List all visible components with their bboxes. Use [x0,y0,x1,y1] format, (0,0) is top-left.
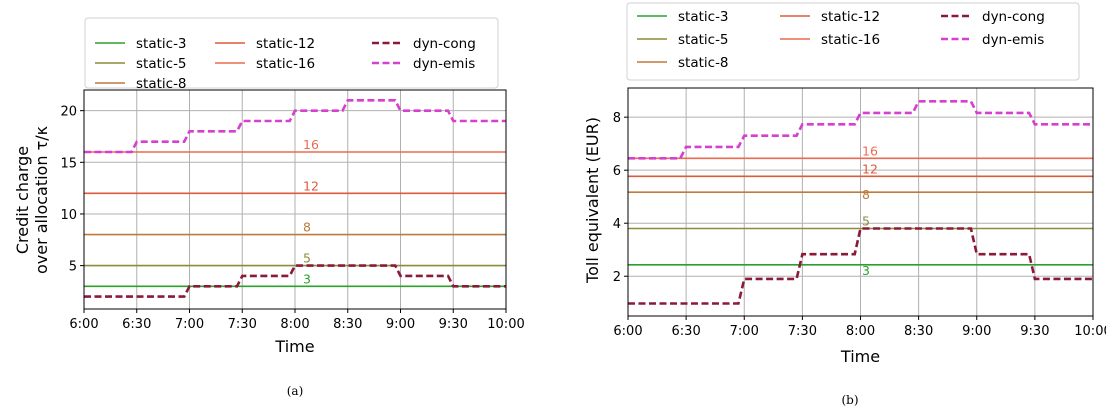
legend-item-static-8: static-8 [637,55,729,71]
annotation-16: 16 [862,143,878,158]
x-tick-label: 9:30 [1020,324,1049,339]
x-tick-label: 6:30 [122,317,151,332]
x-tick-label: 9:30 [439,317,468,332]
y-tick-label: 5 [69,260,77,275]
legend-label: static-8 [136,76,187,92]
x-axis-label: Time [274,337,314,356]
x-tick-label: 9:00 [386,317,415,332]
x-tick-label: 7:30 [788,324,817,339]
legend-label: static-16 [821,32,880,48]
x-tick-label: 6:30 [672,324,701,339]
y-axis-label: over allocation τ/κ [32,125,51,274]
y-tick-label: 10 [60,208,77,223]
panel-caption: (a) [287,384,304,398]
legend-item-dyn-cong: dyn-cong [941,9,1045,25]
legend-box [84,17,499,89]
x-axis: 6:00 6:30 7:00 7:30 8:00 8:30 9:00 9:30 10:00 [613,316,1106,339]
x-tick-label: 8:00 [846,324,875,339]
annotation-16: 16 [303,137,319,152]
y-tick-label: 15 [60,156,77,171]
series-line-dyn-emis [628,100,1093,160]
x-tick-label: 7:30 [228,317,257,332]
y-axis-label: Credit charge [13,146,32,254]
panel-a: 3 5 8 12 16 6:00 6:30 7:00 7:30 8:00 8:30 9:00 9:30 1… [13,17,525,398]
gridlines [627,88,1094,316]
legend-label: dyn-cong [982,9,1045,25]
annotation-5: 5 [862,214,870,229]
legend: static-3 static-5 static-8 static-12 static-… [84,17,499,92]
panel-b: 3 5 8 12 16 6:00 6:30 7:00 7:30 8:00 8:30 9:00 9:30 1… [583,2,1106,407]
series-lines [628,100,1093,305]
legend-label: static-3 [678,9,729,25]
series-lines [84,99,506,298]
legend-item-static-5: static-5 [95,56,187,72]
x-tick-label: 10:00 [1074,324,1106,339]
series-line-dyn-emis [84,99,506,154]
legend-label: static-8 [678,55,729,71]
legend-label: dyn-cong [413,36,476,52]
legend-item-static-3: static-3 [95,36,187,52]
series-line-dyn-cong [628,227,1093,305]
y-axis: 5 10 15 20 [60,105,84,275]
legend-item-static-3: static-3 [637,9,729,25]
legend-item-static-8: static-8 [95,76,187,92]
series-line-dyn-cong [84,264,506,298]
x-tick-label: 6:00 [69,317,98,332]
y-tick-label: 4 [613,217,621,232]
legend-item-dyn-emis: dyn-emis [372,56,475,72]
annotation-12: 12 [303,178,319,193]
annotation-8: 8 [303,220,311,235]
legend-item-static-16: static-16 [780,32,880,48]
legend-label: static-16 [256,56,315,72]
x-tick-label: 8:30 [904,324,933,339]
legend-label: static-12 [821,9,880,25]
legend-box [626,2,1080,81]
legend-label: dyn-emis [982,32,1044,48]
legend-item-static-16: static-16 [215,56,315,72]
y-axis: 2 4 6 8 [613,111,628,285]
legend: static-3 static-5 static-8 static-12 static-… [626,2,1080,81]
x-axis: 6:00 6:30 7:00 7:30 8:00 8:30 9:00 9:30 10:00 [69,309,525,332]
legend-item-static-12: static-12 [215,36,315,52]
y-tick-label: 6 [613,164,621,179]
line-annotations: 3 5 8 12 16 [303,137,319,286]
legend-label: dyn-emis [413,56,475,72]
y-axis-label: Toll equivalent (EUR) [583,117,602,284]
annotation-12: 12 [862,161,878,176]
x-tick-label: 8:30 [333,317,362,332]
y-tick-label: 20 [60,105,77,120]
legend-item-dyn-cong: dyn-cong [372,36,476,52]
legend-label: static-5 [136,56,187,72]
line-annotations: 3 5 8 12 16 [862,143,878,278]
annotation-3: 3 [303,271,311,286]
x-tick-label: 7:00 [730,324,759,339]
legend-item-static-5: static-5 [637,32,729,48]
legend-label: static-5 [678,32,729,48]
legend-item-dyn-emis: dyn-emis [941,32,1044,48]
x-axis-label: Time [840,347,880,366]
x-tick-label: 8:00 [280,317,309,332]
annotation-5: 5 [303,251,311,266]
y-tick-label: 8 [613,111,621,126]
legend-label: static-12 [256,36,315,52]
annotation-3: 3 [862,263,870,278]
legend-item-static-12: static-12 [780,9,880,25]
legend-label: static-3 [136,36,187,52]
panel-caption: (b) [841,393,858,407]
x-tick-label: 10:00 [487,317,524,332]
x-tick-label: 9:00 [962,324,991,339]
x-tick-label: 7:00 [175,317,204,332]
y-tick-label: 2 [613,270,621,285]
annotation-8: 8 [862,187,870,202]
x-tick-label: 6:00 [613,324,642,339]
